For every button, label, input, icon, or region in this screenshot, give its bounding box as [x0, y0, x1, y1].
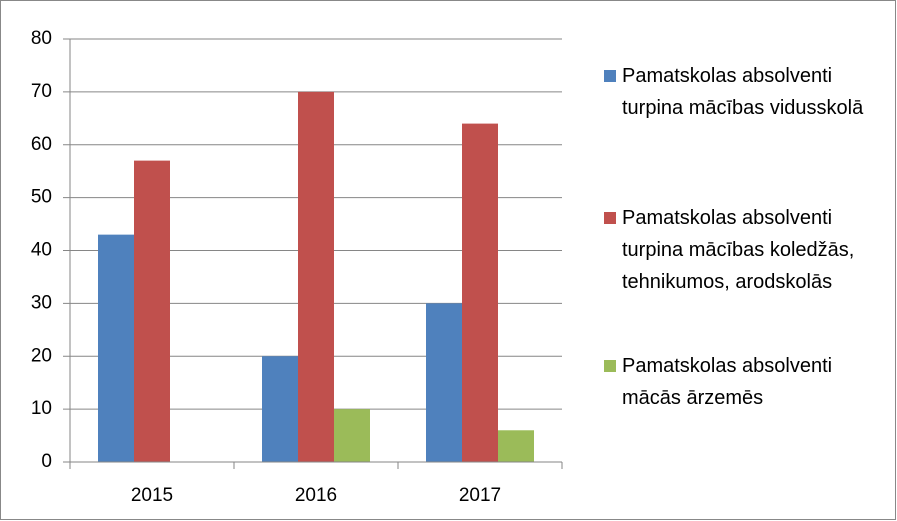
legend-label: Pamatskolas absolventi turpina mācības k… — [622, 207, 855, 293]
legend-label: Pamatskolas absolventi turpina mācības v… — [622, 65, 864, 119]
legend-item: Pamatskolas absolventi mācās ārzemēs — [604, 350, 884, 414]
y-tick-label: 50 — [31, 187, 52, 208]
legend-swatch — [604, 212, 616, 224]
legend-item: Pamatskolas absolventi turpina mācības v… — [604, 60, 884, 124]
legend-swatch — [604, 70, 616, 82]
y-tick-label: 10 — [31, 398, 52, 419]
y-tick-label: 20 — [31, 345, 52, 366]
y-tick-label: 0 — [41, 451, 52, 472]
bar — [426, 303, 462, 462]
bar — [134, 160, 170, 463]
bar — [462, 123, 498, 462]
legend-swatch — [604, 360, 616, 372]
bar — [334, 409, 370, 462]
y-tick-label: 40 — [31, 240, 52, 261]
legend-item: Pamatskolas absolventi turpina mācības k… — [604, 202, 884, 298]
x-tick-label: 2017 — [459, 485, 501, 506]
bar — [98, 234, 134, 462]
x-tick-label: 2015 — [131, 485, 173, 506]
legend-label: Pamatskolas absolventi mācās ārzemēs — [622, 355, 833, 409]
bar — [298, 91, 334, 462]
bar — [262, 356, 298, 462]
bar — [498, 430, 534, 462]
y-tick-label: 30 — [31, 292, 52, 313]
x-tick-label: 2016 — [295, 485, 337, 506]
y-tick-label: 80 — [31, 28, 52, 49]
y-tick-label: 60 — [31, 134, 52, 155]
y-tick-label: 70 — [31, 81, 52, 102]
